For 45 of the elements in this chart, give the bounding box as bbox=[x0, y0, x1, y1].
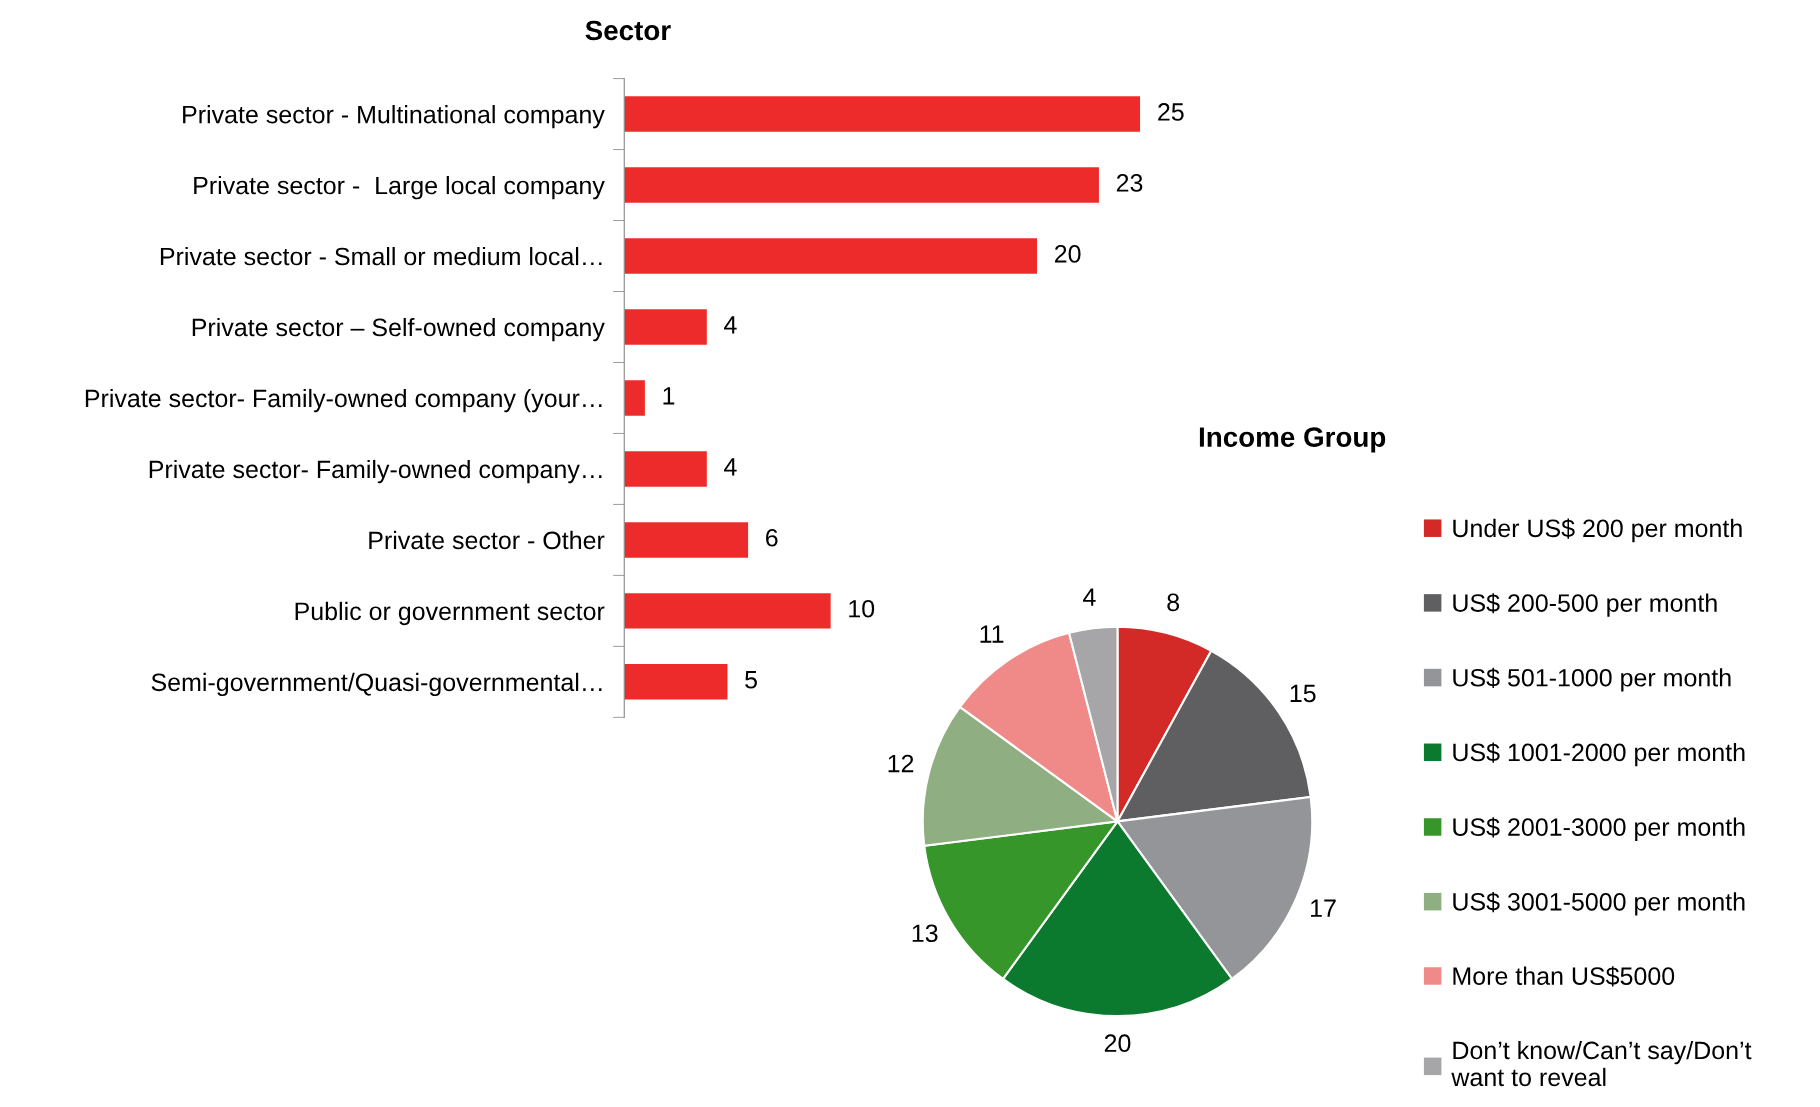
y-tick-label: Private sector- Family-owned company (your… bbox=[85, 388, 602, 413]
legend-label: More than US$5000 bbox=[1453, 966, 1675, 987]
legend-label: Don’t know/Can’t say/Don’t want to reveal bbox=[1451, 1040, 1752, 1087]
bar bbox=[624, 96, 1141, 132]
legend-label: US$ 501-1000 per month bbox=[1453, 667, 1731, 692]
y-tick-label: Semi-government/Quasi-governmental… bbox=[151, 672, 602, 697]
y-tick-label: Private sector - Large local company bbox=[194, 175, 605, 200]
y-tick-label: Private sector- Family-owned company… bbox=[149, 459, 602, 484]
data-label: 25 bbox=[1158, 103, 1184, 121]
bar bbox=[624, 522, 749, 558]
bar bbox=[624, 238, 1038, 274]
data-label: 17 bbox=[1311, 899, 1336, 917]
bar bbox=[624, 380, 645, 416]
bar bbox=[624, 593, 831, 629]
legend-label: US$ 200-500 per month bbox=[1453, 593, 1717, 617]
data-label: 4 bbox=[1083, 588, 1096, 606]
data-label: 1 bbox=[663, 387, 675, 405]
y-tick-label: Public or government sector bbox=[295, 601, 605, 626]
data-label: 12 bbox=[888, 754, 914, 773]
legend-label: US$ 2001-3000 per month bbox=[1453, 817, 1745, 841]
bar bbox=[624, 664, 728, 700]
data-label: 6 bbox=[766, 528, 778, 547]
legend-label: Under US$ 200 per month bbox=[1453, 518, 1742, 543]
data-label: 4 bbox=[724, 458, 737, 476]
data-label: 5 bbox=[745, 671, 757, 689]
legend-label: US$ 3001-5000 per month bbox=[1453, 891, 1745, 916]
data-label: 8 bbox=[1167, 593, 1180, 612]
y-tick-label: Private sector - Multinational company bbox=[183, 105, 605, 129]
y-tick-label: Private sector – Self-owned company bbox=[192, 317, 605, 342]
chart-title: Income Group bbox=[1199, 427, 1386, 453]
data-label: 20 bbox=[1054, 245, 1081, 263]
data-label: 23 bbox=[1116, 174, 1143, 192]
chart-title: Sector bbox=[585, 20, 671, 41]
data-label: 11 bbox=[980, 625, 1004, 643]
data-label: 13 bbox=[912, 924, 938, 943]
data-label: 4 bbox=[724, 316, 737, 334]
legend-label: US$ 1001-2000 per month bbox=[1453, 742, 1745, 767]
y-tick-label: Private sector - Small or medium local… bbox=[160, 246, 602, 266]
y-tick-label: Private sector - Other bbox=[369, 530, 605, 550]
bar bbox=[624, 451, 707, 487]
data-label: 15 bbox=[1290, 684, 1316, 703]
data-label: 20 bbox=[1104, 1034, 1131, 1053]
bar bbox=[624, 309, 707, 345]
bar bbox=[624, 167, 1099, 203]
data-label: 10 bbox=[849, 599, 875, 618]
